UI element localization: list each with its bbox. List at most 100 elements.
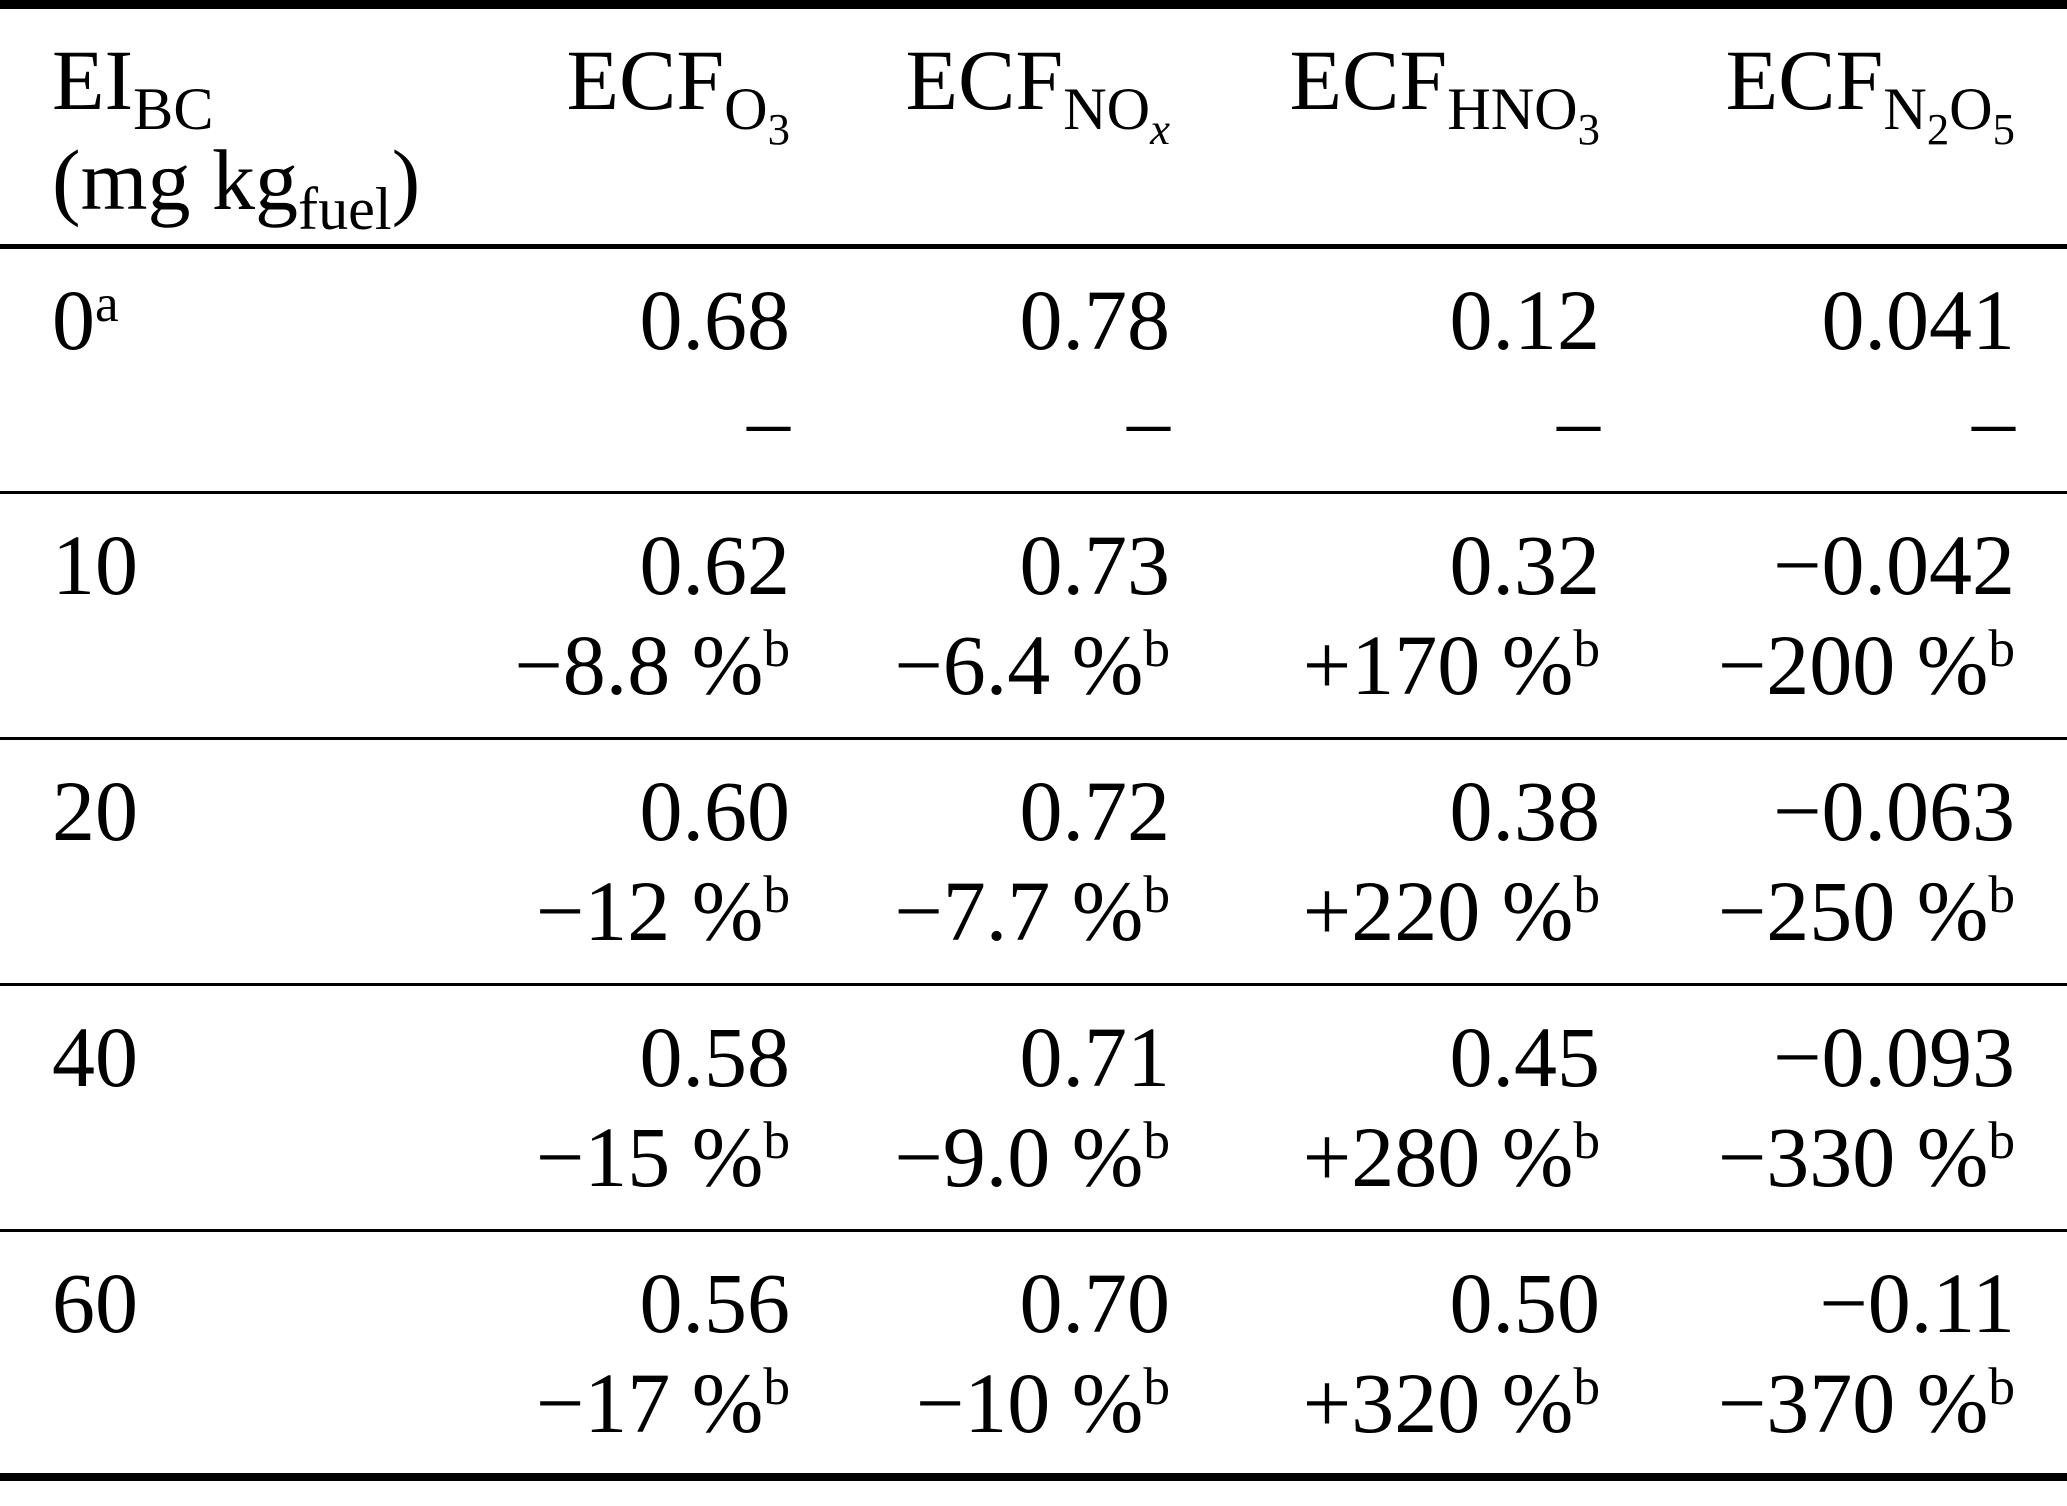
text-fragment: −0.063 — [1772, 763, 2015, 859]
cell-hno3: 0.50 +320 %b — [1170, 1231, 1600, 1477]
text-fragment: 3 — [1577, 103, 1600, 154]
cell-change: – — [490, 377, 790, 463]
text-fragment: 0.12 — [1449, 272, 1601, 368]
cell-change: +320 %b — [1170, 1360, 1600, 1446]
header-ecf-o3-label: ECFO3 — [490, 37, 790, 151]
header-ei-bc-symbol: EIBC — [52, 37, 490, 139]
cell-hno3: 0.45 +280 %b — [1170, 985, 1600, 1231]
text-fragment: b — [1988, 618, 2015, 679]
text-fragment: b — [763, 618, 790, 679]
text-fragment: ECF — [905, 32, 1064, 128]
text-fragment: −17 % — [535, 1355, 764, 1451]
text-fragment: EI — [52, 32, 134, 128]
table-body: 0a 0.68 – 0.78 – 0.12 – 0.041 – 10 — [0, 247, 2067, 1477]
cell-n2o5: −0.11 −370 %b — [1600, 1231, 2067, 1477]
text-fragment: b — [763, 864, 790, 925]
text-fragment: b — [1988, 1110, 2015, 1171]
text-fragment: −330 % — [1717, 1109, 1989, 1205]
text-fragment: −0.093 — [1772, 1009, 2015, 1105]
cell-value: 0.32 — [1170, 522, 1601, 608]
text-fragment: 0.78 — [1019, 272, 1171, 368]
cell-change: −15 %b — [490, 1114, 790, 1200]
cell-change: −12 %b — [490, 868, 790, 954]
text-fragment: 0.58 — [639, 1009, 791, 1105]
header-ecf-n2o5-label: ECFN2O5 — [1600, 37, 2015, 151]
cell-value: 0.041 — [1600, 277, 2016, 363]
table-row-ei60: 60 0.56 −17 %b 0.70 −10 %b 0.50 +320 %b … — [0, 1231, 2067, 1477]
row-label: 40 — [0, 985, 490, 1231]
text-fragment: b — [1143, 1110, 1170, 1171]
cell-value: 0.71 — [790, 1014, 1171, 1100]
cell-value: 0.73 — [790, 522, 1171, 608]
text-fragment: −6.4 % — [894, 617, 1144, 713]
text-fragment: −370 % — [1717, 1355, 1989, 1451]
text-fragment: b — [1573, 1356, 1600, 1417]
text-fragment: b — [1988, 1356, 2015, 1417]
row-label-text: 10 — [52, 522, 490, 608]
cell-value: 0.12 — [1170, 277, 1601, 363]
text-fragment: −0.042 — [1772, 517, 2015, 613]
cell-value: 0.56 — [490, 1260, 791, 1346]
text-fragment: +320 % — [1302, 1355, 1574, 1451]
text-fragment: 0.56 — [639, 1255, 791, 1351]
text-fragment: 0.71 — [1019, 1009, 1171, 1105]
text-fragment: NO — [1063, 75, 1151, 143]
cell-nox: 0.73 −6.4 %b — [790, 493, 1170, 739]
text-fragment: ECF — [1725, 32, 1884, 128]
text-fragment: b — [1143, 618, 1170, 679]
text-fragment: 0 — [52, 272, 95, 368]
text-fragment: b — [1573, 1110, 1600, 1171]
text-fragment: O — [724, 75, 768, 143]
row-label: 20 — [0, 739, 490, 985]
text-fragment: b — [1988, 864, 2015, 925]
cell-value: 0.60 — [490, 768, 791, 854]
cell-change: +280 %b — [1170, 1114, 1600, 1200]
table-row-ei10: 10 0.62 −8.8 %b 0.73 −6.4 %b 0.32 +170 %… — [0, 493, 2067, 739]
text-fragment: – — [1127, 372, 1170, 468]
cell-value: 0.78 — [790, 277, 1171, 363]
text-fragment: O — [1949, 75, 1993, 143]
text-fragment: 0.041 — [1821, 272, 2016, 368]
header-ecf-hno3-label: ECFHNO3 — [1170, 37, 1601, 151]
row-label: 60 — [0, 1231, 490, 1477]
text-fragment: ECF — [566, 32, 725, 128]
text-fragment: b — [1143, 1356, 1170, 1417]
text-fragment: −250 % — [1717, 863, 1989, 959]
cell-hno3: 0.12 – — [1170, 247, 1601, 493]
text-fragment: – — [747, 372, 790, 468]
text-fragment: N — [1883, 75, 1927, 143]
cell-change: – — [790, 377, 1170, 463]
text-fragment: −9.0 % — [894, 1109, 1144, 1205]
cell-value: 0.58 — [490, 1014, 791, 1100]
cell-n2o5: −0.063 −250 %b — [1600, 739, 2067, 985]
cell-value: 0.72 — [790, 768, 1171, 854]
text-fragment: a — [95, 273, 119, 334]
text-fragment: – — [1557, 372, 1600, 468]
cell-o3: 0.58 −15 %b — [490, 985, 790, 1231]
cell-value: 0.50 — [1170, 1260, 1601, 1346]
row-label-text: 0a — [52, 277, 490, 363]
text-fragment: 0.50 — [1449, 1255, 1601, 1351]
text-fragment: 0.73 — [1019, 517, 1171, 613]
text-fragment: −10 % — [915, 1355, 1144, 1451]
cell-nox: 0.71 −9.0 %b — [790, 985, 1170, 1231]
text-fragment: −200 % — [1717, 617, 1989, 713]
text-fragment: +170 % — [1302, 617, 1574, 713]
text-fragment: −12 % — [535, 863, 764, 959]
table-row-ei0: 0a 0.68 – 0.78 – 0.12 – 0.041 – — [0, 247, 2067, 493]
text-fragment: +220 % — [1302, 863, 1574, 959]
cell-change: −8.8 %b — [490, 622, 790, 708]
text-fragment: 0.38 — [1449, 763, 1601, 859]
cell-o3: 0.68 – — [490, 247, 791, 493]
text-fragment: ECF — [1289, 32, 1448, 128]
header-ecf-o3: ECFO3 — [490, 5, 790, 247]
text-fragment: 10 — [52, 517, 138, 613]
cell-hno3: 0.38 +220 %b — [1170, 739, 1600, 985]
cell-n2o5: −0.042 −200 %b — [1600, 493, 2067, 739]
cell-value: 0.62 — [490, 522, 791, 608]
row-label-text: 20 — [52, 768, 490, 854]
cell-o3: 0.62 −8.8 %b — [490, 493, 790, 739]
header-ei-bc: EIBC (mg kgfuel) — [0, 5, 490, 247]
text-fragment: 3 — [767, 103, 790, 154]
